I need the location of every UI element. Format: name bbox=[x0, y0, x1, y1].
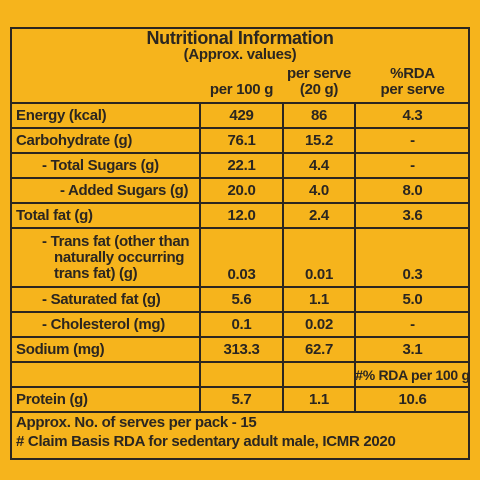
subtitle: (Approx. values) bbox=[183, 46, 297, 63]
row-label: Energy (kcal) bbox=[16, 105, 196, 127]
column-header-line: (20 g) bbox=[299, 81, 339, 98]
row-label: - Total Sugars (g) bbox=[42, 155, 196, 177]
footnote: # Claim Basis RDA for sedentary adult ma… bbox=[16, 433, 396, 450]
cell-value: 0.1 bbox=[231, 316, 252, 333]
label-line: naturally occurring bbox=[54, 249, 185, 266]
row-label: Total fat (g) bbox=[16, 205, 196, 227]
row-label: Protein (g) bbox=[16, 389, 196, 411]
label-line: - Added Sugars (g) bbox=[60, 182, 189, 199]
label-line: - Cholesterol (mg) bbox=[42, 316, 165, 333]
cell-value: 1.1 bbox=[309, 291, 329, 308]
row-rule bbox=[10, 102, 470, 104]
cell-value: 5.0 bbox=[402, 291, 423, 308]
cell-value: 1.1 bbox=[309, 391, 329, 408]
cell-value: 10.6 bbox=[398, 391, 427, 408]
label-line: - Total Sugars (g) bbox=[42, 157, 159, 174]
cell-value: 313.3 bbox=[223, 341, 260, 358]
label-line: Energy (kcal) bbox=[16, 107, 107, 124]
column-header: per 100 g bbox=[200, 64, 283, 98]
row-rule bbox=[10, 311, 470, 313]
cell-value: 8.0 bbox=[402, 182, 423, 199]
label-line: - Trans fat (other than bbox=[42, 233, 190, 250]
row-rule bbox=[10, 127, 470, 129]
cell-value: 22.1 bbox=[227, 157, 256, 174]
footnote: Approx. No. of serves per pack - 15 bbox=[16, 414, 257, 431]
row-label: - Trans fat (other than naturally occurri… bbox=[42, 230, 196, 286]
row-label: Sodium (mg) bbox=[16, 339, 196, 361]
row-rule bbox=[10, 361, 470, 363]
cell-value: 62.7 bbox=[305, 341, 333, 358]
row-rule bbox=[10, 202, 470, 204]
column-header: per serve (20 g) bbox=[283, 64, 355, 98]
row-rule bbox=[10, 227, 470, 229]
cell-value: 4.3 bbox=[402, 107, 423, 124]
column-rule bbox=[354, 103, 356, 412]
row-rule bbox=[10, 411, 470, 413]
label-line: - Saturated fat (g) bbox=[42, 291, 161, 308]
label-line: Sodium (mg) bbox=[16, 341, 105, 358]
title: Nutritional Information bbox=[146, 28, 334, 48]
column-header-line: per 100 g bbox=[209, 81, 274, 98]
cell-value: 2.4 bbox=[309, 207, 329, 224]
label-line: Total fat (g) bbox=[16, 207, 93, 224]
label-line: Carbohydrate (g) bbox=[16, 132, 133, 149]
row-label: - Added Sugars (g) bbox=[60, 180, 196, 202]
cell-value: 4.4 bbox=[309, 157, 329, 174]
cell-value: 20.0 bbox=[227, 182, 256, 199]
rda-note: #% RDA per 100 g bbox=[355, 366, 470, 383]
cell-value: 0.03 bbox=[227, 266, 256, 283]
cell-value: 0.01 bbox=[305, 266, 333, 283]
border bbox=[10, 27, 470, 460]
row-rule bbox=[10, 386, 470, 388]
row-label: - Saturated fat (g) bbox=[42, 289, 196, 311]
label-line: trans fat) (g) bbox=[54, 265, 138, 282]
cell-value: 15.2 bbox=[305, 132, 333, 149]
cell-value: 12.0 bbox=[227, 207, 256, 224]
cell-value: 429 bbox=[229, 107, 254, 124]
cell-value: 86 bbox=[310, 107, 328, 124]
column-header-line: per serve bbox=[286, 65, 352, 82]
cell-value: - bbox=[410, 132, 415, 149]
cell-value: 76.1 bbox=[227, 132, 256, 149]
cell-value: 4.0 bbox=[309, 182, 329, 199]
column-header: %RDA per serve bbox=[355, 64, 470, 98]
column-header-line: %RDA bbox=[390, 65, 435, 82]
column-rule bbox=[282, 103, 284, 412]
cell-value: 3.6 bbox=[402, 207, 423, 224]
cell-value: - bbox=[410, 157, 415, 174]
row-rule bbox=[10, 152, 470, 154]
cell-value: 5.6 bbox=[231, 291, 252, 308]
cell-value: 0.3 bbox=[402, 266, 423, 283]
cell-value: 5.7 bbox=[231, 391, 252, 408]
row-rule bbox=[10, 286, 470, 288]
column-header-line: per serve bbox=[380, 81, 445, 98]
row-rule bbox=[10, 177, 470, 179]
column-rule bbox=[199, 103, 201, 412]
cell-value: 0.02 bbox=[305, 316, 333, 333]
cell-value: 3.1 bbox=[402, 341, 423, 358]
row-label: - Cholesterol (mg) bbox=[42, 314, 196, 336]
row-rule bbox=[10, 336, 470, 338]
label-line: Protein (g) bbox=[16, 391, 88, 408]
row-label: Carbohydrate (g) bbox=[16, 130, 196, 152]
cell-value: - bbox=[410, 316, 415, 333]
